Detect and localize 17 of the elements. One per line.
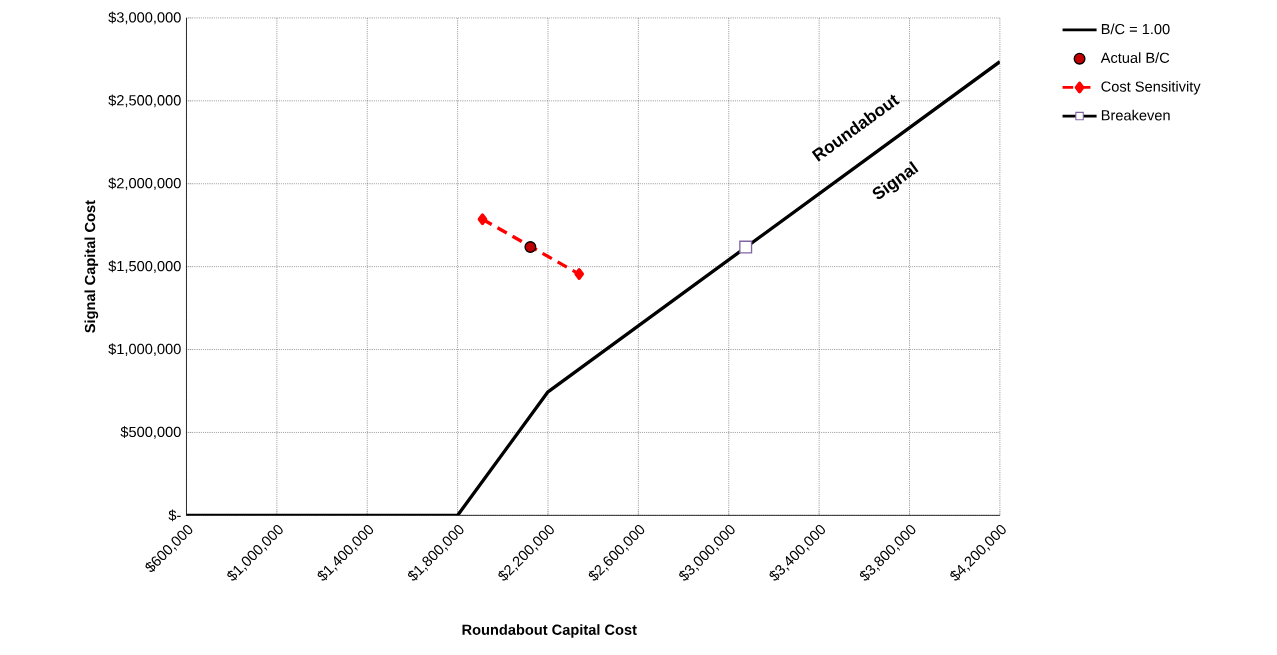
y-tick-label: $- bbox=[168, 509, 181, 522]
legend-label: Actual B/C bbox=[1100, 52, 1170, 64]
y-tick-label: $1,000,000 bbox=[108, 343, 181, 356]
y-tick-label: $1,500,000 bbox=[108, 260, 181, 274]
legend-label: Cost Sensitivity bbox=[1101, 81, 1201, 95]
point bbox=[574, 268, 585, 281]
x-axis-title: Roundabout Capital Cost bbox=[462, 624, 637, 638]
point bbox=[477, 213, 488, 226]
point bbox=[524, 241, 537, 254]
legend-label: B/C = 1.00 bbox=[1101, 23, 1170, 35]
y-tick-label: $3,000,000 bbox=[108, 11, 181, 25]
y-axis-title: Signal Capital Cost bbox=[84, 200, 99, 333]
y-tick-label: $2,000,000 bbox=[108, 177, 181, 191]
y-tick-label: $2,500,000 bbox=[108, 94, 181, 108]
y-tick-label: $500,000 bbox=[120, 426, 181, 439]
point bbox=[739, 240, 753, 254]
legend-label: Breakeven bbox=[1101, 109, 1170, 121]
